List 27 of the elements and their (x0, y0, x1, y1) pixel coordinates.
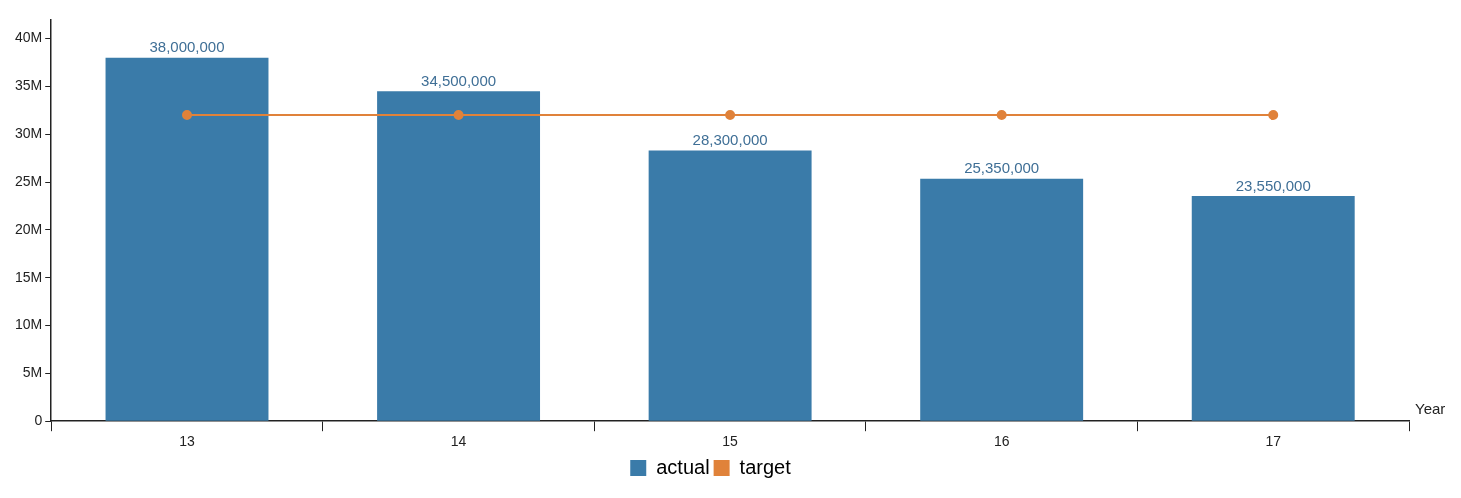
y-tick-label: 30M (15, 125, 43, 142)
y-tick-label: 20M (15, 220, 43, 237)
bar (105, 57, 269, 421)
x-tick-label: 16 (993, 433, 1010, 450)
data-label: 25,350,000 (964, 159, 1040, 177)
y-tick-label: 10M (15, 316, 43, 333)
y-tick-label: 5M (22, 364, 43, 381)
y-tick-label: 15M (15, 268, 43, 285)
x-tick-label: 13 (179, 433, 196, 450)
data-label: 28,300,000 (692, 131, 768, 149)
data-label: 38,000,000 (149, 38, 225, 56)
y-tick-label: 35M (15, 77, 43, 94)
x-tick-label: 15 (722, 433, 739, 450)
x-tick-label: 14 (450, 433, 467, 450)
legend-label: actual (656, 455, 710, 478)
y-tick-label: 25M (15, 172, 43, 189)
y-tick-label: 40M (15, 29, 43, 46)
bar (648, 150, 812, 421)
bar (920, 178, 1084, 421)
y-tick-label: 0 (34, 412, 43, 429)
legend-label: target (739, 455, 792, 478)
bar (377, 91, 541, 421)
bar (1191, 195, 1355, 421)
x-tick-label: 17 (1265, 433, 1282, 450)
data-label: 23,550,000 (1235, 176, 1311, 194)
x-axis-title: Year (1415, 399, 1446, 417)
data-label: 34,500,000 (421, 71, 497, 89)
